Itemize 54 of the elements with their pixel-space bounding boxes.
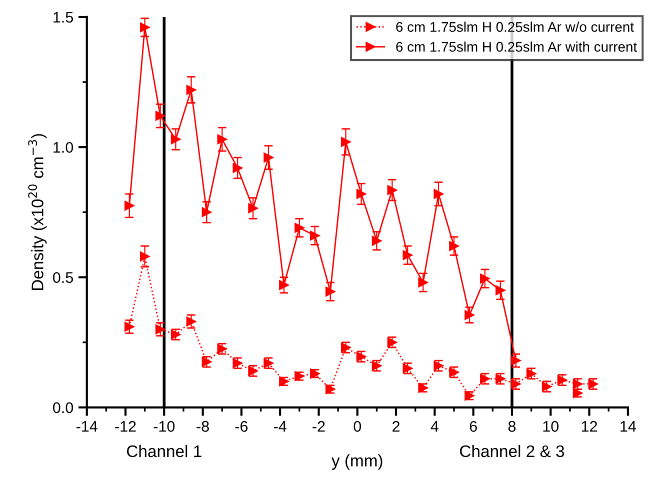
x-tick-label: -4 [274,421,286,432]
point [325,286,336,296]
x-axis-title: y (mm) [332,454,382,470]
x-tick-label: -14 [76,421,98,432]
point [340,137,351,147]
x-tick-label: 12 [582,421,597,432]
y-axis-title: Density (x10$^{20}$ cm$^{−3}$) [28,134,47,290]
y-tick-label: 1.0 [54,142,74,153]
point [170,134,181,144]
point [140,22,150,32]
x-tick-label: 10 [543,421,559,432]
x-tick-label: -10 [154,421,175,432]
point [264,152,274,162]
point [510,356,521,366]
x-tick-label: -12 [115,421,136,432]
point [186,84,196,95]
point [279,280,289,290]
point [140,252,150,262]
x-tick-label: 8 [508,421,516,432]
x-tick-label: 0 [354,421,362,432]
point [310,230,320,240]
x-tick-label: -6 [235,421,248,432]
point [294,222,304,233]
point [124,200,134,211]
point [155,111,166,121]
point [217,134,227,144]
point [186,316,196,326]
point [387,185,398,195]
point [496,285,506,296]
point [155,324,166,334]
point [464,310,474,320]
x-tick-label: -8 [196,421,209,432]
legend-label: 6 cm 1.75slm H 0.25slm Ar w/o current [396,22,634,32]
y-tick-label: 0.0 [53,402,74,414]
point [232,163,242,173]
point [202,207,212,218]
point [418,278,428,288]
x-tick-label: -2 [312,421,325,432]
annotation: Channel 1 [126,444,202,458]
point [449,241,459,251]
point [248,203,258,214]
y-tick-label: 1.5 [54,12,74,23]
point [356,189,366,199]
x-tick-label: 2 [392,421,400,432]
point [402,250,412,260]
x-tick-label: 14 [620,421,636,432]
y-tick-label: 0.5 [53,272,74,283]
x-tick-label: 4 [430,421,438,432]
legend-label: 6 cm 1.75slm H 0.25slm Ar with current [396,42,637,52]
point [480,274,490,284]
x-tick-label: 6 [470,421,477,432]
point [372,236,382,246]
point [434,189,444,199]
annotation: Channel 2 & 3 [460,444,564,458]
